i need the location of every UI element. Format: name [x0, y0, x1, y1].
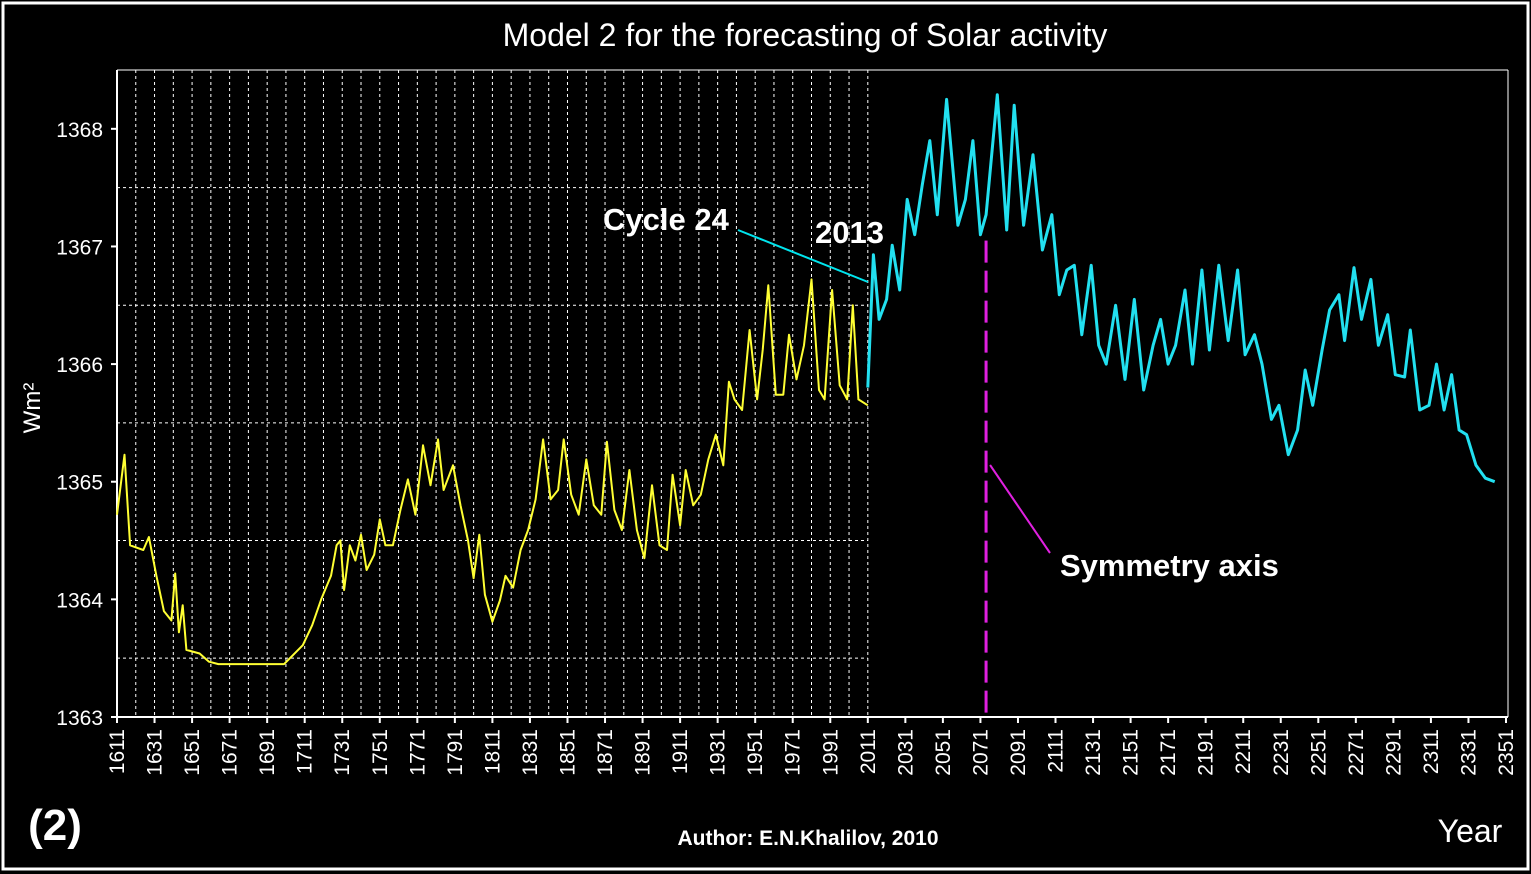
x-tick-label: 2231: [1270, 729, 1293, 776]
x-tick-label: 2151: [1120, 729, 1143, 776]
annotation: Symmetry axis: [1060, 548, 1279, 583]
y-tick-label: 1365: [56, 472, 103, 495]
x-tick-label: 2331: [1457, 729, 1480, 776]
x-tick-label: 1631: [144, 729, 167, 776]
x-tick-label: 1891: [632, 729, 655, 776]
annotation-pointer: [989, 464, 1051, 554]
annotation: Cycle 24: [603, 202, 730, 237]
x-tick-label: 1771: [406, 729, 429, 776]
x-tick-label: 1831: [519, 729, 542, 776]
x-tick-label: 2131: [1082, 729, 1105, 776]
x-tick-label: 1851: [556, 729, 579, 776]
x-tick-label: 2091: [1007, 729, 1030, 776]
x-tick-label: 2111: [1045, 729, 1068, 773]
x-tick-label: 1751: [369, 729, 392, 776]
x-tick-label: 2311: [1420, 729, 1443, 774]
x-tick-label: 1811: [481, 729, 504, 774]
x-tick-label: 2291: [1382, 729, 1405, 776]
x-tick-label: 1651: [181, 729, 204, 776]
series-line: [866, 93, 1496, 484]
annotation-pointer: [737, 229, 869, 283]
x-tick-label: 1691: [256, 729, 279, 776]
x-tick-label: 2171: [1157, 729, 1180, 776]
x-tick-label: 1991: [819, 729, 842, 776]
x-tick-label: 1731: [331, 729, 354, 776]
y-tick-label: 1367: [56, 236, 103, 259]
chart-title: Model 2 for the forecasting of Solar act…: [503, 17, 1108, 53]
x-tick-label: 2271: [1345, 729, 1368, 776]
author: Author: E.N.Khalilov, 2010: [678, 827, 939, 850]
x-tick-label: 2031: [894, 729, 917, 776]
x-tick-label: 1971: [782, 729, 805, 776]
x-tick-label: 1951: [744, 729, 767, 776]
x-tick-label: 2251: [1307, 729, 1330, 776]
y-axis-label: Wm²: [19, 383, 46, 434]
x-tick-label: 2211: [1232, 729, 1255, 774]
x-tick-label: 2191: [1195, 729, 1218, 776]
x-axis-label: Year: [1438, 813, 1503, 849]
x-tick-label: 2011: [857, 729, 880, 774]
series-line: [116, 278, 869, 666]
y-tick-label: 1368: [56, 119, 103, 142]
x-tick-label: 1791: [444, 729, 467, 776]
x-tick-label: 2351: [1495, 729, 1518, 776]
y-tick-label: 1366: [56, 354, 103, 377]
x-tick-label: 1931: [707, 729, 730, 776]
figure-label: (2): [28, 801, 82, 850]
x-tick-label: 2071: [969, 729, 992, 776]
x-tick-label: 1671: [219, 729, 242, 776]
y-tick-label: 1363: [56, 707, 103, 730]
x-tick-label: 2051: [932, 729, 955, 776]
x-tick-label: 1871: [594, 729, 617, 776]
y-tick-label: 1364: [56, 589, 103, 612]
x-tick-label: 1711: [294, 729, 317, 774]
annotation: 2013: [815, 215, 884, 250]
x-tick-label: 1911: [669, 729, 692, 774]
x-tick-label: 1611: [106, 729, 129, 774]
